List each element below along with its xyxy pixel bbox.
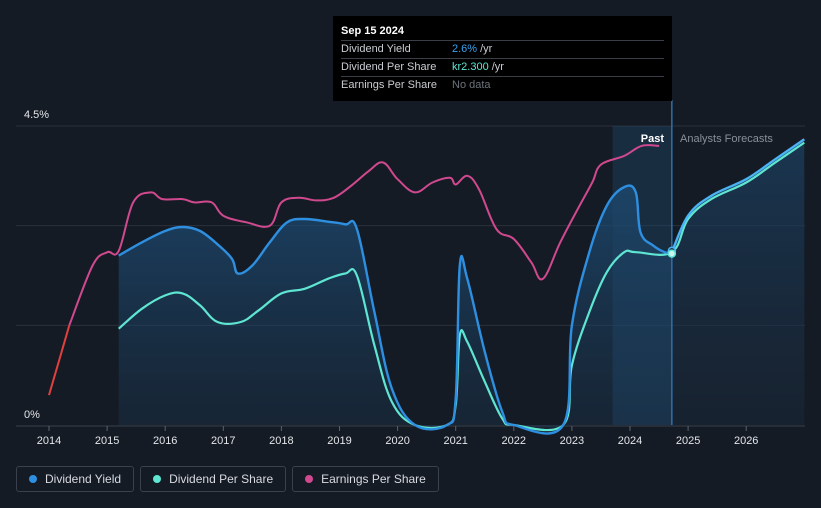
x-tick-label: 2025 (676, 435, 700, 447)
tooltip-row-dividend-yield: Dividend Yield 2.6% /yr (341, 40, 664, 58)
tooltip-unit: /yr (491, 61, 504, 73)
legend-dot-icon (305, 475, 314, 483)
y-tick-label-zero: 0% (24, 409, 40, 421)
dividend-per-share-marker (667, 249, 677, 258)
legend-item-dividend-per-share[interactable]: Dividend Per Share (140, 466, 287, 492)
legend-item-dividend-yield[interactable]: Dividend Yield (16, 466, 135, 492)
legend: Dividend Yield Dividend Per Share Earnin… (16, 466, 439, 492)
chart: 4.5% 0% Past Analysts Forecasts 2014 2015… (16, 100, 805, 447)
tooltip-label: Dividend Per Share (341, 61, 437, 73)
x-tick-label: 2024 (618, 435, 642, 447)
x-tick-label: 2026 (734, 435, 758, 447)
x-tick-label: 2015 (95, 435, 119, 447)
earnings-per-share-line (68, 144, 660, 326)
x-tick-label: 2014 (37, 435, 61, 447)
dividend-yield-area (118, 185, 672, 434)
forecast-label: Analysts Forecasts (680, 133, 773, 145)
past-band (612, 126, 672, 425)
x-tick-label: 2019 (327, 435, 351, 447)
tooltip-date: Sep 15 2024 (341, 25, 404, 37)
legend-label: Dividend Per Share (169, 472, 274, 486)
x-tick-label: 2016 (153, 435, 177, 447)
x-tick-label: 2022 (502, 435, 526, 447)
x-tick-label: 2018 (269, 435, 293, 447)
tooltip-unit: /yr (480, 43, 493, 55)
tooltip-value: kr2.300 (452, 61, 489, 73)
past-label: Past (641, 133, 665, 145)
tooltip-value: 2.6% (452, 43, 478, 55)
forecast-area (671, 139, 805, 426)
tooltip-row-earnings-per-share: Earnings Per Share No data (341, 76, 664, 94)
tooltip-label: Dividend Yield (341, 43, 411, 55)
dividend-yield-line (118, 184, 672, 435)
tooltip: Sep 15 2024 Dividend Yield 2.6% /yr Divi… (333, 16, 672, 101)
y-tick-label-top: 4.5% (24, 109, 49, 121)
legend-dot-icon (29, 475, 37, 483)
legend-label: Earnings Per Share (321, 472, 426, 486)
tooltip-row-dividend-per-share: Dividend Per Share kr2.300 /yr (341, 58, 664, 76)
x-tick-label: 2017 (211, 435, 235, 447)
legend-label: Dividend Yield (45, 472, 122, 486)
tooltip-value: No data (452, 79, 491, 91)
earnings-per-share-negative-line (48, 325, 71, 396)
legend-dot-icon (153, 475, 162, 483)
x-tick-label: 2023 (560, 435, 584, 447)
dividend-yield-forecast-line (670, 138, 805, 253)
x-tick-label: 2021 (443, 435, 467, 447)
x-tick-label: 2020 (385, 435, 409, 447)
tooltip-label: Earnings Per Share (341, 79, 437, 91)
legend-item-earnings-per-share[interactable]: Earnings Per Share (292, 466, 439, 492)
